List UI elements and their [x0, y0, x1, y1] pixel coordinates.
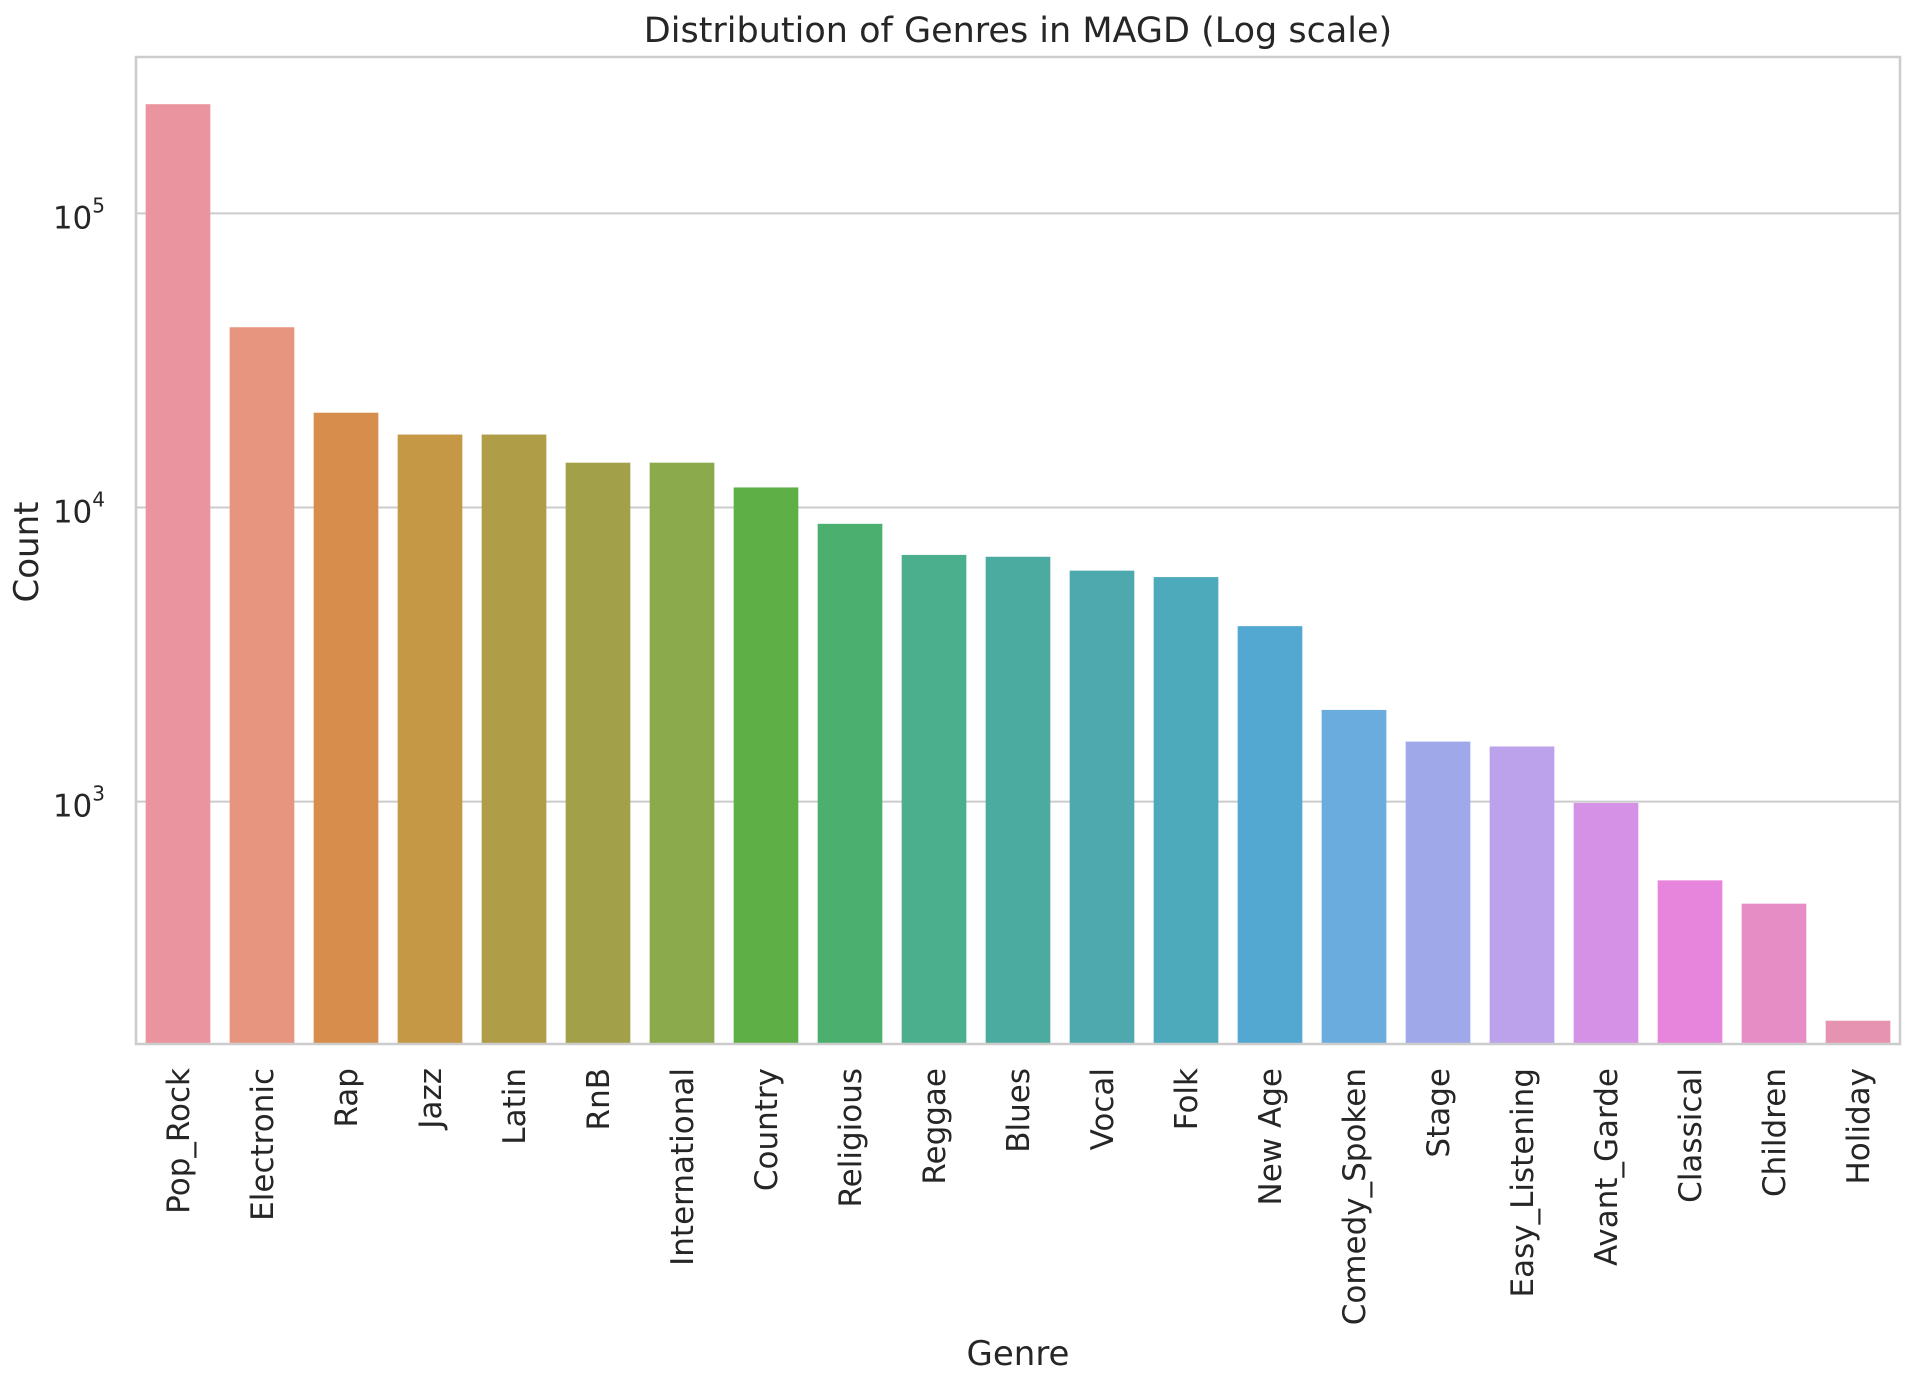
- bar-stage: [1405, 741, 1471, 1044]
- bar-blues: [985, 556, 1051, 1044]
- bar-international: [649, 462, 715, 1045]
- chart-title: Distribution of Genres in MAGD (Log scal…: [644, 11, 1392, 51]
- bar-classical: [1657, 880, 1723, 1044]
- bar-vocal: [1069, 570, 1135, 1044]
- bar-reggae: [901, 554, 967, 1044]
- bar-electronic: [229, 327, 295, 1044]
- x-tick-label-rap: Rap: [329, 1068, 365, 1128]
- y-tick-label-0: 103: [53, 782, 105, 825]
- y-tick-label-1: 104: [53, 487, 105, 530]
- bar-latin: [481, 434, 547, 1044]
- x-tick-labels: Pop_Rock Electronic Rap Jazz Latin RnB Interna…: [161, 1068, 1877, 1325]
- bar-rap: [313, 412, 379, 1044]
- x-tick-label-holiday: Holiday: [1841, 1068, 1877, 1185]
- x-tick-label-international: International: [665, 1068, 701, 1266]
- bar-pop-rock: [145, 104, 211, 1044]
- bar-religious: [817, 523, 883, 1044]
- y-tick-label-2: 105: [53, 193, 105, 236]
- bar-easy-listening: [1489, 746, 1555, 1044]
- x-tick-label-classical: Classical: [1673, 1068, 1709, 1203]
- x-tick-label-religious: Religious: [833, 1068, 869, 1208]
- x-tick-label-avant-garde: Avant_Garde: [1589, 1068, 1625, 1266]
- x-tick-label-latin: Latin: [497, 1068, 533, 1145]
- x-tick-label-pop-rock: Pop_Rock: [161, 1068, 197, 1214]
- x-tick-label-children: Children: [1757, 1068, 1793, 1197]
- x-tick-label-new-age: New Age: [1253, 1068, 1289, 1205]
- bars: [145, 104, 1891, 1045]
- x-tick-label-rnb: RnB: [581, 1068, 617, 1130]
- bar-folk: [1153, 577, 1219, 1044]
- bar-new-age: [1237, 626, 1303, 1044]
- x-tick-label-jazz: Jazz: [413, 1068, 449, 1131]
- bar-comedy-spoken: [1321, 709, 1387, 1044]
- x-tick-label-reggae: Reggae: [917, 1068, 953, 1185]
- bar-country: [733, 487, 799, 1044]
- y-tick-labels: 103 104 105: [53, 193, 105, 824]
- plot-frame: [134, 55, 1902, 1046]
- bar-children: [1741, 903, 1807, 1044]
- bar-avant-garde: [1573, 802, 1639, 1044]
- x-tick-label-comedy-spoken: Comedy_Spoken: [1337, 1068, 1373, 1325]
- x-tick-label-country: Country: [749, 1068, 785, 1191]
- x-tick-label-vocal: Vocal: [1085, 1068, 1121, 1150]
- x-tick-label-electronic: Electronic: [245, 1068, 281, 1221]
- x-tick-label-easy-listening: Easy_Listening: [1505, 1068, 1541, 1297]
- x-tick-label-folk: Folk: [1169, 1068, 1205, 1130]
- x-axis-label: Genre: [967, 1334, 1070, 1374]
- bar-holiday: [1825, 1020, 1891, 1044]
- x-tick-label-stage: Stage: [1421, 1068, 1457, 1158]
- x-tick-label-blues: Blues: [1001, 1068, 1037, 1153]
- bar-rnb: [565, 462, 631, 1045]
- y-axis-label: Count: [7, 502, 47, 603]
- bar-jazz: [397, 434, 463, 1044]
